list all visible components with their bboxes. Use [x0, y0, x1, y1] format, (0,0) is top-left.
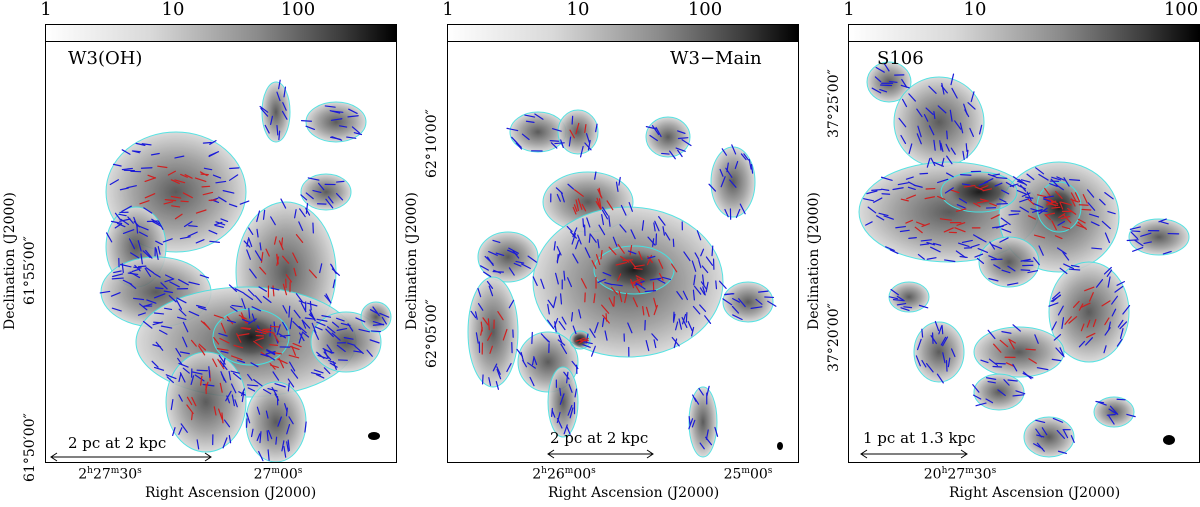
y-tick-label: 62°05′00″: [424, 299, 440, 368]
colorbar: 1 10 100: [442, 0, 799, 42]
colorbar-tick: 1: [843, 0, 855, 20]
colorbar: 1 10 100: [843, 0, 1200, 42]
panel-title: W3−Main: [670, 48, 762, 69]
colorbar-tick: 100: [1163, 0, 1199, 20]
y-axis-label: Declination (J2000): [2, 192, 18, 330]
polarization-map: [50, 79, 392, 462]
x-axis-label: Right Ascension (J2000): [145, 485, 317, 501]
colorbar-tick: 100: [280, 0, 316, 20]
panel-title: W3(OH): [68, 48, 143, 69]
colorbar-tick: 100: [687, 0, 723, 20]
x-axis-label: Right Ascension (J2000): [548, 485, 720, 501]
image-frame: W3(OH) 2 pc at 2 kpc: [45, 41, 397, 463]
colorbar-tick: 1: [40, 0, 52, 20]
polarization-map: [858, 61, 1190, 459]
polarization-map: [467, 109, 783, 459]
colorbar-tick: 10: [963, 0, 987, 20]
y-tick-label: 61°50′00″: [22, 413, 38, 482]
y-axis-label: Declination (J2000): [404, 192, 420, 330]
x-tick-label: 25m00s: [723, 466, 773, 483]
colorbar-tick: 10: [161, 0, 185, 20]
x-axis-label: Right Ascension (J2000): [949, 485, 1121, 501]
y-tick-label: 61°55′00″: [22, 236, 38, 305]
scale-bar-label: 2 pc at 2 kpc: [550, 429, 649, 447]
x-tick-label: 20h27m30s: [923, 466, 997, 483]
image-frame: W3−Main 2 pc at 2 kpc: [447, 41, 799, 463]
panel-title: S106: [877, 48, 924, 69]
colorbar-tick: 1: [442, 0, 454, 20]
colorbar-tick: 10: [566, 0, 590, 20]
x-tick-label: 2h27m30s: [78, 466, 142, 483]
y-tick-label: 62°10′00″: [424, 109, 440, 178]
scale-bar-label: 1 pc at 1.3 kpc: [863, 429, 976, 447]
image-frame: S106 1 pc at 1.3 kpc: [848, 41, 1200, 463]
scale-bar-label: 2 pc at 2 kpc: [68, 434, 167, 452]
y-tick-label: 37°20′00″: [826, 303, 842, 372]
y-tick-label: 37°25′00″: [826, 69, 842, 138]
x-tick-label: 2h26m00s: [532, 466, 596, 483]
colorbar: 1 10 100: [40, 0, 397, 42]
y-axis-label: Declination (J2000): [806, 192, 822, 330]
x-tick-label: 27m00s: [253, 466, 303, 483]
